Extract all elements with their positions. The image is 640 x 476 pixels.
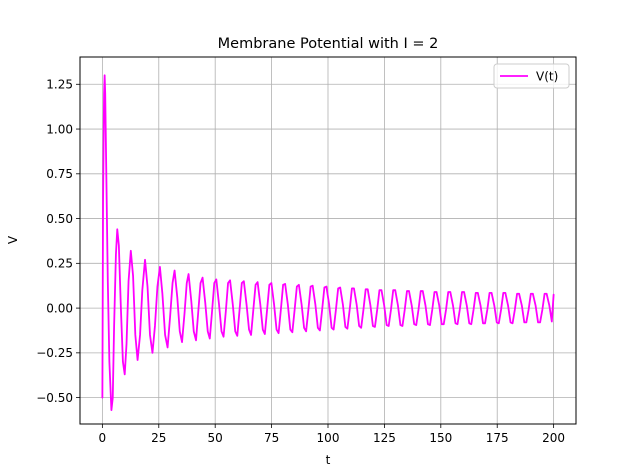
legend-box	[493, 63, 570, 89]
chart-title: Membrane Potential with I = 2	[218, 36, 439, 52]
y-tick-label: −0.25	[36, 346, 73, 360]
y-axis-ticks: −0.50 −0.25 0.00 0.25 0.50 0.75 1.00 1.25	[36, 78, 80, 405]
x-tick-label: 75	[264, 431, 279, 445]
y-tick-label: 1.25	[46, 78, 73, 92]
x-tick-label: 125	[373, 431, 396, 445]
x-tick-label: 100	[317, 431, 340, 445]
y-axis-label: V	[6, 235, 20, 244]
x-tick-label: 150	[429, 431, 452, 445]
x-tick-label: 50	[208, 431, 223, 445]
x-tick-label: 200	[542, 431, 565, 445]
y-tick-label: 0.75	[46, 167, 73, 181]
y-tick-label: 0.25	[46, 257, 73, 271]
series-line-v-t	[101, 74, 555, 412]
grid-lines	[80, 57, 576, 424]
x-tick-label: 175	[486, 431, 509, 445]
x-tick-label: 25	[151, 431, 166, 445]
y-tick-label: 1.00	[46, 122, 73, 136]
y-tick-label: −0.50	[36, 391, 73, 405]
y-tick-label: 0.00	[46, 301, 73, 315]
x-tick-label: 0	[99, 431, 107, 445]
legend-label: V(t)	[536, 70, 558, 84]
series-layer	[101, 74, 555, 412]
x-axis-ticks: 0 25 50 75 100 125 150 175 200	[99, 424, 565, 445]
y-tick-label: 0.50	[46, 212, 73, 226]
x-axis-label: t	[326, 453, 331, 467]
legend: V(t)	[493, 63, 570, 89]
